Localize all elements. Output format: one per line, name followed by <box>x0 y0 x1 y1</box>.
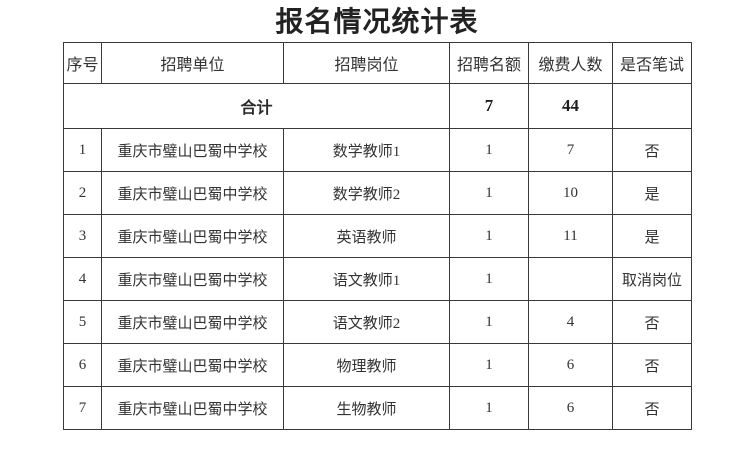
cell-written: 否 <box>612 343 692 387</box>
table-row: 1 重庆市璧山巴蜀中学校 数学教师1 1 7 否 <box>63 128 692 172</box>
cell-paid: 11 <box>528 214 613 258</box>
cell-written: 否 <box>612 300 692 344</box>
cell-position: 数学教师1 <box>283 128 450 172</box>
page-title: 报名情况统计表 <box>275 6 479 37</box>
cell-quota: 1 <box>449 386 529 430</box>
cell-paid: 4 <box>528 300 613 344</box>
cell-written: 是 <box>612 214 692 258</box>
cell-position: 英语教师 <box>283 214 450 258</box>
header-cell-written: 是否笔试 <box>612 42 692 84</box>
cell-no: 6 <box>63 343 102 387</box>
cell-position: 语文教师1 <box>283 257 450 301</box>
summary-written-cell <box>612 83 692 129</box>
table-row: 4 重庆市璧山巴蜀中学校 语文教师1 1 取消岗位 <box>63 257 692 301</box>
cell-written: 否 <box>612 386 692 430</box>
summary-quota-cell: 7 <box>449 83 529 129</box>
table-row: 3 重庆市璧山巴蜀中学校 英语教师 1 11 是 <box>63 214 692 258</box>
cell-position: 物理教师 <box>283 343 450 387</box>
cell-no: 7 <box>63 386 102 430</box>
table-header-row: 序号 招聘单位 招聘岗位 招聘名额 缴费人数 是否笔试 <box>63 42 692 84</box>
cell-quota: 1 <box>449 343 529 387</box>
cell-unit: 重庆市璧山巴蜀中学校 <box>101 214 284 258</box>
registration-stats-table: 序号 招聘单位 招聘岗位 招聘名额 缴费人数 是否笔试 合计 7 44 1 重庆… <box>63 42 692 430</box>
cell-paid: 6 <box>528 343 613 387</box>
cell-position: 语文教师2 <box>283 300 450 344</box>
cell-no: 3 <box>63 214 102 258</box>
cell-unit: 重庆市璧山巴蜀中学校 <box>101 386 284 430</box>
table-row: 5 重庆市璧山巴蜀中学校 语文教师2 1 4 否 <box>63 300 692 344</box>
header-cell-quota: 招聘名额 <box>449 42 529 84</box>
cell-quota: 1 <box>449 214 529 258</box>
cell-paid: 10 <box>528 171 613 215</box>
summary-paid-cell: 44 <box>528 83 613 129</box>
cell-quota: 1 <box>449 128 529 172</box>
cell-paid: 6 <box>528 386 613 430</box>
header-cell-position: 招聘岗位 <box>283 42 450 84</box>
cell-unit: 重庆市璧山巴蜀中学校 <box>101 300 284 344</box>
cell-no: 5 <box>63 300 102 344</box>
cell-unit: 重庆市璧山巴蜀中学校 <box>101 171 284 215</box>
header-cell-no: 序号 <box>63 42 102 84</box>
table-row: 6 重庆市璧山巴蜀中学校 物理教师 1 6 否 <box>63 343 692 387</box>
cell-no: 4 <box>63 257 102 301</box>
cell-position: 生物教师 <box>283 386 450 430</box>
cell-unit: 重庆市璧山巴蜀中学校 <box>101 343 284 387</box>
cell-written: 否 <box>612 128 692 172</box>
cell-written: 是 <box>612 171 692 215</box>
header-cell-paid: 缴费人数 <box>528 42 613 84</box>
cell-written: 取消岗位 <box>612 257 692 301</box>
header-cell-unit: 招聘单位 <box>101 42 284 84</box>
summary-row: 合计 7 44 <box>63 83 692 129</box>
table-row: 7 重庆市璧山巴蜀中学校 生物教师 1 6 否 <box>63 386 692 430</box>
table-row: 2 重庆市璧山巴蜀中学校 数学教师2 1 10 是 <box>63 171 692 215</box>
cell-quota: 1 <box>449 171 529 215</box>
cell-no: 1 <box>63 128 102 172</box>
cell-no: 2 <box>63 171 102 215</box>
cell-paid <box>528 257 613 301</box>
cell-quota: 1 <box>449 300 529 344</box>
cell-unit: 重庆市璧山巴蜀中学校 <box>101 128 284 172</box>
cell-unit: 重庆市璧山巴蜀中学校 <box>101 257 284 301</box>
summary-label-cell: 合计 <box>63 83 450 129</box>
cell-position: 数学教师2 <box>283 171 450 215</box>
cell-paid: 7 <box>528 128 613 172</box>
cell-quota: 1 <box>449 257 529 301</box>
